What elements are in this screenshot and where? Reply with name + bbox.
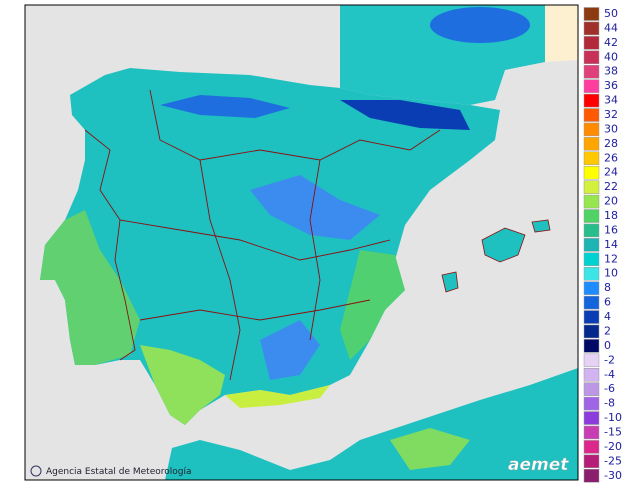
legend-label: 6	[604, 296, 611, 309]
map-frame	[24, 4, 579, 481]
legend-label: 38	[604, 65, 618, 78]
legend-label: 20	[604, 195, 618, 208]
legend-label: -30	[604, 469, 622, 482]
legend-swatch	[583, 151, 600, 166]
legend-swatch	[583, 180, 600, 194]
legend-label: 2	[604, 324, 611, 337]
legend-swatch	[583, 469, 600, 483]
province-line	[149, 89, 441, 161]
south-coast-warm	[225, 385, 330, 408]
legend-label: -10	[604, 411, 622, 424]
beyond-domain	[545, 5, 578, 62]
legend-swatch	[583, 93, 600, 108]
legend-label: 42	[604, 36, 618, 49]
legend-label: -8	[604, 397, 615, 410]
ibiza	[441, 271, 459, 293]
legend-label: 44	[604, 21, 618, 34]
guadalquivir-warm	[140, 345, 225, 425]
legend-swatch	[583, 252, 600, 267]
legend-swatch	[583, 353, 600, 368]
legend-swatch	[583, 79, 600, 93]
legend: 5044424038363432302826242220181614121086…	[583, 7, 622, 483]
credit: Agencia Estatal de Meteorología	[46, 467, 192, 477]
legend-swatch	[583, 238, 600, 252]
border-line	[84, 129, 136, 361]
legend-swatch	[583, 440, 600, 454]
legend-swatch	[583, 368, 600, 382]
legend-label: 50	[604, 7, 618, 20]
legend-swatch	[583, 425, 600, 440]
iberia	[40, 68, 500, 425]
legend-label: 14	[604, 238, 618, 251]
legend-swatch	[583, 64, 600, 79]
map: Agencia Estatal de Meteorología aemet	[24, 4, 579, 481]
legend-swatch	[583, 122, 600, 137]
legend-label: 36	[604, 79, 618, 92]
pyrenees-cold	[340, 100, 470, 130]
legend-swatch	[583, 266, 600, 281]
province-line	[309, 159, 321, 341]
legend-label: 30	[604, 122, 618, 135]
legend-swatch	[583, 21, 600, 36]
legend-label: 34	[604, 94, 618, 107]
legend-swatch	[583, 339, 600, 353]
legend-label: 16	[604, 223, 618, 236]
legend-label: 0	[604, 339, 611, 352]
legend-label: -2	[604, 353, 615, 366]
legend-label: 12	[604, 252, 618, 265]
legend-swatch	[583, 209, 600, 223]
legend-swatch	[583, 411, 600, 425]
legend-label: 8	[604, 281, 611, 294]
legend-swatch	[583, 194, 600, 209]
levante-warm	[340, 250, 405, 360]
legend-swatch	[583, 295, 600, 310]
legend-label: 18	[604, 209, 618, 222]
menorca	[531, 219, 551, 233]
africa	[165, 368, 578, 480]
legend-label: -20	[604, 440, 622, 453]
mallorca	[481, 227, 526, 263]
legend-swatch	[583, 223, 600, 238]
baetic-cold	[260, 320, 320, 380]
legend-label: -25	[604, 454, 622, 467]
legend-label: -6	[604, 382, 615, 395]
west-coast-warm	[40, 210, 140, 365]
legend-label: 24	[604, 166, 618, 179]
legend-label: 10	[604, 267, 618, 280]
legend-label: 40	[604, 50, 618, 63]
province-line	[139, 299, 371, 321]
legend-swatch	[583, 324, 600, 339]
legend-swatch	[583, 281, 600, 295]
province-line	[119, 219, 391, 261]
legend-label: 32	[604, 108, 618, 121]
legend-label: -15	[604, 425, 622, 438]
logo: aemet	[508, 455, 569, 475]
copyright-icon	[30, 465, 42, 477]
cantabrian-cold	[160, 95, 290, 118]
legend-swatch	[583, 165, 600, 180]
legend-swatch	[583, 310, 600, 324]
legend-swatch	[583, 7, 600, 21]
legend-label: 26	[604, 151, 618, 164]
central-cold	[250, 175, 380, 240]
legend-swatch	[583, 108, 600, 122]
legend-label: -4	[604, 368, 615, 381]
alps-cold	[430, 7, 530, 43]
legend-swatch	[583, 137, 600, 151]
legend-swatch	[583, 396, 600, 411]
province-line	[199, 159, 241, 381]
legend-label: 4	[604, 310, 611, 323]
legend-swatch	[583, 454, 600, 469]
legend-swatch	[583, 36, 600, 50]
legend-label: 22	[604, 180, 618, 193]
legend-swatch	[583, 382, 600, 396]
legend-swatch	[583, 50, 600, 65]
legend-label: 28	[604, 137, 618, 150]
africa-warm	[390, 428, 470, 470]
